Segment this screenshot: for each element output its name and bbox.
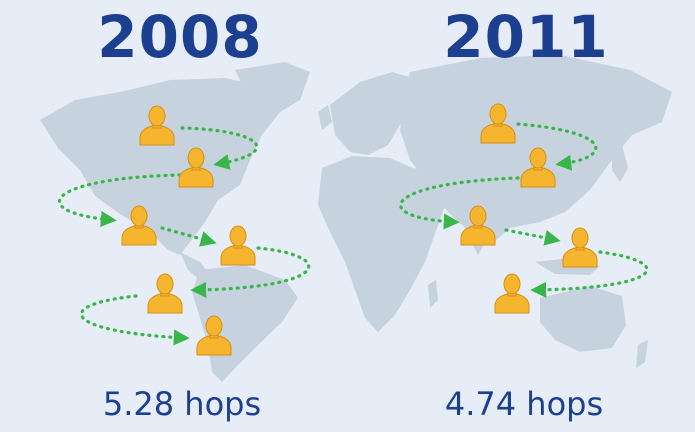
person-icon xyxy=(196,315,232,356)
year-2011-title: 2011 xyxy=(443,3,609,71)
hop-arrow xyxy=(530,250,649,298)
hop-arrow xyxy=(57,173,182,227)
hop-arrow xyxy=(190,246,311,298)
europe-landmass xyxy=(330,72,420,155)
people xyxy=(121,103,598,356)
person-icon xyxy=(562,227,598,268)
hop-arrow xyxy=(79,294,190,346)
year-2008-title: 2008 xyxy=(97,3,263,71)
person-icon xyxy=(220,225,256,266)
person-icon xyxy=(520,147,556,188)
hop-arrow xyxy=(504,228,561,246)
hop-arrow xyxy=(516,122,598,171)
new-zealand-landmass xyxy=(636,340,648,368)
route-2011 xyxy=(399,122,649,298)
hops-2008-label: 5.28 hops xyxy=(102,385,262,423)
hop-arrow xyxy=(160,226,217,247)
australia-landmass xyxy=(540,286,626,352)
madagascar-landmass xyxy=(428,280,438,308)
africa-landmass xyxy=(318,156,448,332)
person-icon xyxy=(121,205,157,246)
person-icon xyxy=(480,103,516,144)
hops-2011-label: 4.74 hops xyxy=(444,385,604,423)
person-icon xyxy=(147,273,183,314)
japan-landmass xyxy=(612,145,628,182)
hop-arrow xyxy=(180,126,259,170)
person-icon xyxy=(494,273,530,314)
person-icon xyxy=(460,205,496,246)
person-icon xyxy=(139,105,175,146)
greenland-landmass xyxy=(235,62,310,115)
person-icon xyxy=(178,147,214,188)
arabia-landmass xyxy=(410,168,462,210)
world-map xyxy=(40,55,672,382)
hop-arrow xyxy=(399,176,520,230)
north-america-landmass xyxy=(40,78,280,255)
route-2008 xyxy=(57,126,311,346)
uk-landmass xyxy=(318,105,332,130)
